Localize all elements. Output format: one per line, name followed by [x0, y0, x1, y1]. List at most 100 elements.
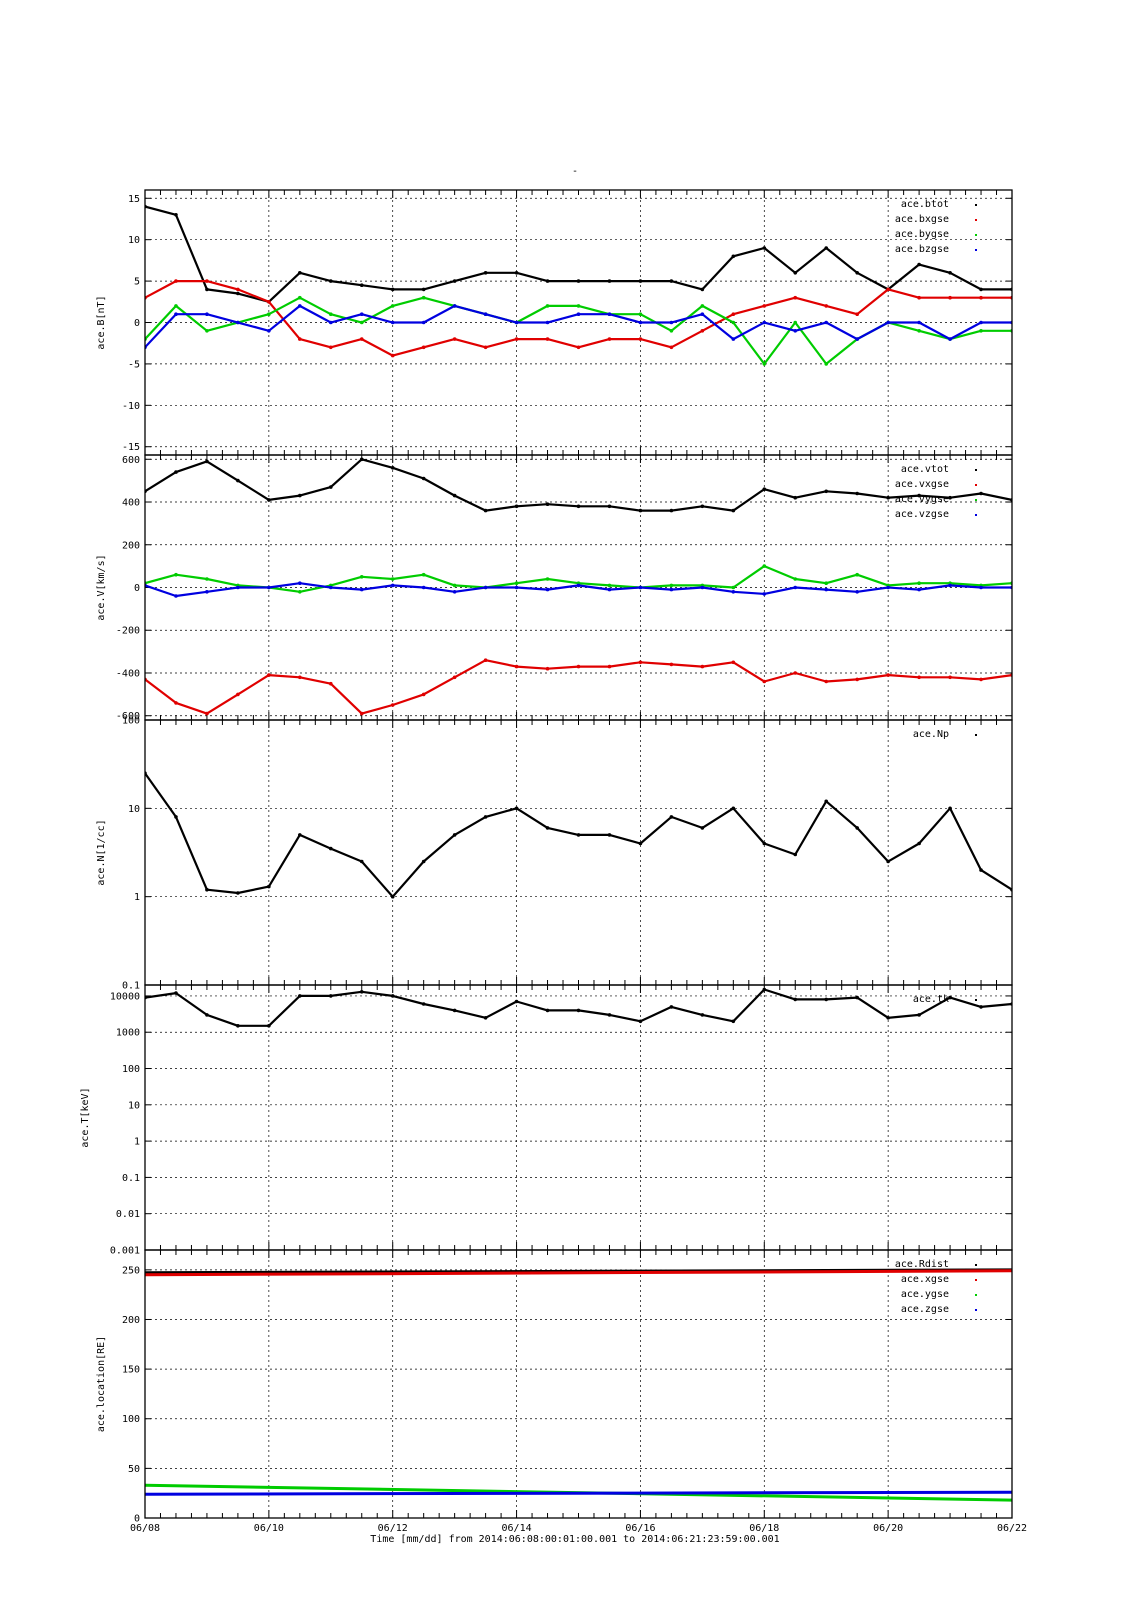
data-point — [545, 587, 550, 592]
data-point — [390, 304, 395, 308]
data-point — [174, 470, 178, 474]
data-point — [421, 572, 426, 577]
data-point — [174, 572, 178, 577]
data-point — [979, 1005, 983, 1009]
y-tick-label: 10 — [128, 235, 140, 246]
x-axis-label: Time [mm/dd] from 2014:06:08:00:01:00.00… — [370, 1534, 779, 1545]
data-point — [638, 279, 643, 283]
data-point — [762, 362, 767, 366]
data-point — [545, 826, 550, 830]
data-point — [979, 491, 983, 496]
y-tick-label: 0.01 — [116, 1209, 140, 1220]
data-point — [174, 304, 178, 308]
data-point — [700, 312, 705, 317]
data-point — [576, 504, 581, 509]
data-point — [979, 585, 983, 590]
data-point — [390, 583, 395, 588]
data-point — [205, 711, 209, 716]
data-point — [298, 833, 302, 837]
data-point — [390, 466, 395, 470]
data-point — [762, 246, 767, 250]
data-point — [298, 304, 302, 308]
data-point — [545, 666, 550, 671]
data-point — [731, 585, 736, 590]
data-point — [700, 504, 705, 509]
data-point — [483, 585, 488, 590]
data-point — [669, 508, 674, 513]
y-tick-label: 50 — [128, 1464, 140, 1475]
data-point — [948, 495, 952, 500]
data-point — [731, 660, 736, 665]
y-tick-label: 10 — [128, 804, 140, 815]
data-point — [483, 312, 488, 317]
data-point — [731, 320, 736, 325]
series-ace-zgse — [145, 1490, 1012, 1496]
y-axis-label: ace.V[km/s] — [96, 554, 107, 620]
data-point — [359, 457, 364, 462]
data-point — [762, 304, 767, 308]
data-point — [514, 585, 519, 590]
data-point — [731, 1019, 736, 1024]
legend-label: ace.bxgse — [895, 214, 949, 225]
data-point — [793, 585, 798, 590]
data-point — [298, 493, 302, 498]
data-point — [205, 1013, 209, 1017]
data-point — [483, 345, 488, 350]
y-tick-label: 200 — [122, 1315, 140, 1326]
data-point — [607, 312, 612, 317]
data-point — [886, 1016, 890, 1020]
data-point — [700, 664, 705, 669]
data-point — [328, 312, 333, 317]
data-point — [545, 320, 550, 325]
data-point — [917, 493, 921, 498]
y-tick-label: 10 — [128, 1100, 140, 1111]
data-point — [359, 337, 364, 341]
legend-label: ace.tk — [913, 994, 949, 1005]
data-point — [607, 504, 612, 509]
data-point — [731, 590, 736, 594]
data-point — [669, 1005, 674, 1009]
legend-marker — [975, 1264, 977, 1266]
data-point — [948, 583, 952, 588]
data-point — [174, 312, 178, 317]
y-tick-label: 0.1 — [122, 981, 140, 992]
data-point — [979, 320, 983, 325]
plot-frame — [144, 719, 1013, 986]
panel-4: 10000 1000 100 10 1 0.1 0.01 0.001 ace.tk ace.T[k… — [80, 984, 1013, 1257]
data-point — [669, 279, 674, 283]
data-point — [483, 1016, 488, 1020]
legend-marker — [975, 249, 977, 251]
data-point — [669, 345, 674, 350]
data-point — [576, 279, 581, 283]
data-point — [236, 891, 240, 895]
data-point — [855, 826, 859, 830]
data-point — [824, 362, 829, 366]
data-point — [328, 320, 333, 325]
data-point — [174, 594, 178, 598]
data-point — [514, 806, 519, 811]
data-point — [421, 287, 426, 292]
data-point — [174, 279, 178, 283]
data-point — [917, 587, 921, 592]
data-point — [793, 577, 798, 581]
data-point — [762, 564, 767, 568]
data-point — [886, 320, 890, 325]
series-group — [145, 987, 1012, 1028]
data-point — [205, 312, 209, 317]
panel-2: 600 400 200 0 -200 -400 -600 ace.vtot ace.vxgse a… — [96, 454, 1013, 722]
data-point — [824, 246, 829, 250]
x-tick-label: 06/14 — [502, 1523, 532, 1534]
data-point — [917, 675, 921, 680]
data-point — [452, 1008, 457, 1013]
data-point — [793, 671, 798, 675]
y-tick-label: -400 — [116, 668, 140, 679]
data-point — [514, 337, 519, 341]
data-point — [421, 320, 426, 325]
data-point — [359, 575, 364, 579]
data-point — [298, 295, 302, 300]
data-point — [762, 841, 767, 846]
data-point — [390, 994, 395, 998]
panel-5: 250 200 150 100 50 0 ace.Rdist ace.xgse ace.ygse… — [96, 1249, 1013, 1525]
y-tick-label: 100 — [122, 1414, 140, 1425]
data-point — [236, 320, 240, 325]
